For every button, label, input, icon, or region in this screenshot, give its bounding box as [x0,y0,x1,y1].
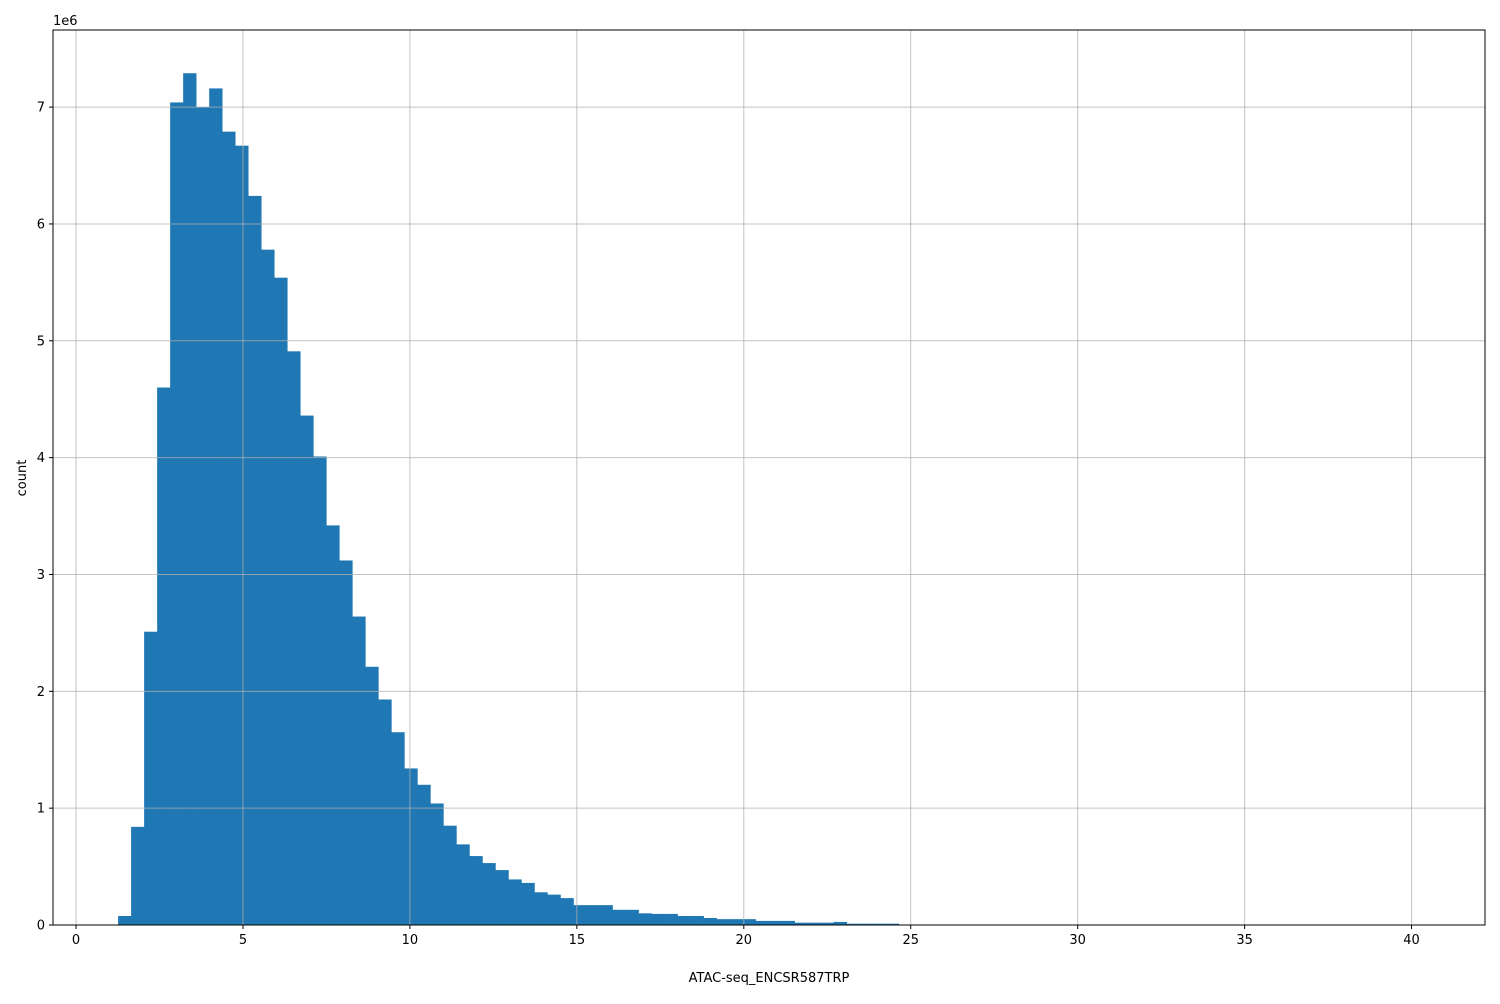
histogram-bar [769,921,782,925]
y-tick-label: 0 [37,919,45,934]
histogram-bar [534,892,547,925]
x-tick-label: 15 [569,933,586,948]
histogram-bar [365,667,378,925]
x-tick-label: 35 [1236,933,1253,948]
histogram-bar [704,918,717,925]
bars [118,73,964,925]
y-tick-label: 3 [37,568,45,583]
histogram-bar [352,617,365,925]
histogram-bar [782,921,795,925]
histogram-bar [274,278,287,925]
histogram-bar [430,803,443,925]
x-tick-label: 5 [239,933,247,948]
histogram-bar [456,844,469,925]
x-axis-label: ATAC-seq_ENCSR587TRP [689,971,850,986]
histogram-bar [626,910,639,925]
histogram-bar [639,913,652,925]
histogram-bar [157,388,170,925]
y-tick-label: 2 [37,685,45,700]
histogram-bar [587,905,600,925]
histogram-bar [261,250,274,925]
histogram-bar [573,905,586,925]
histogram-bar [417,785,430,925]
histogram-bar [326,525,339,925]
x-axis: 0 5 10 15 20 25 30 35 40 [72,925,1420,948]
y-tick-label: 5 [37,334,45,349]
histogram-bar [196,107,209,925]
histogram-bar [495,870,508,925]
histogram-bar [378,699,391,925]
histogram-bar [508,879,521,925]
y-tick-label: 4 [37,451,45,466]
histogram-bar [131,827,144,925]
histogram-bar [547,895,560,925]
histogram-bar [678,916,691,925]
histogram-bar [183,73,196,925]
x-tick-label: 10 [402,933,419,948]
histogram-bar [300,416,313,925]
histogram-bar [404,768,417,925]
histogram-bar [613,910,626,925]
histogram-bar [144,632,157,925]
histogram-bar [391,732,404,925]
x-tick-label: 20 [736,933,753,948]
histogram-bar [248,196,261,925]
x-tick-label: 25 [902,933,919,948]
histogram-bar [469,856,482,925]
histogram-bar [730,919,743,925]
histogram-bar [521,883,534,925]
histogram-bar [756,921,769,925]
histogram-bar [222,132,235,925]
histogram-bar [691,916,704,925]
histogram-bar [665,914,678,925]
x-tick-label: 0 [72,933,80,948]
histogram-bar [560,898,573,925]
x-tick-label: 30 [1069,933,1086,948]
y-axis-label: count [15,460,30,497]
histogram-bar [743,919,756,925]
y-tick-label: 1 [37,802,45,817]
histogram-bar [482,863,495,925]
histogram-bar [652,914,665,925]
histogram-bar [600,905,613,925]
histogram-bar [287,351,300,925]
histogram-bar [313,456,326,925]
histogram-bar [717,919,730,925]
histogram-bar [443,826,456,925]
y-axis: 0 1 2 3 4 5 6 7 [37,101,53,934]
histogram-bar [170,102,183,925]
histogram-bar [209,88,222,925]
y-tick-label: 6 [37,217,45,232]
x-tick-label: 40 [1403,933,1420,948]
y-offset-label: 1e6 [53,14,78,29]
histogram-bar [118,916,131,925]
histogram-bar [339,560,352,925]
y-tick-label: 7 [37,101,45,116]
